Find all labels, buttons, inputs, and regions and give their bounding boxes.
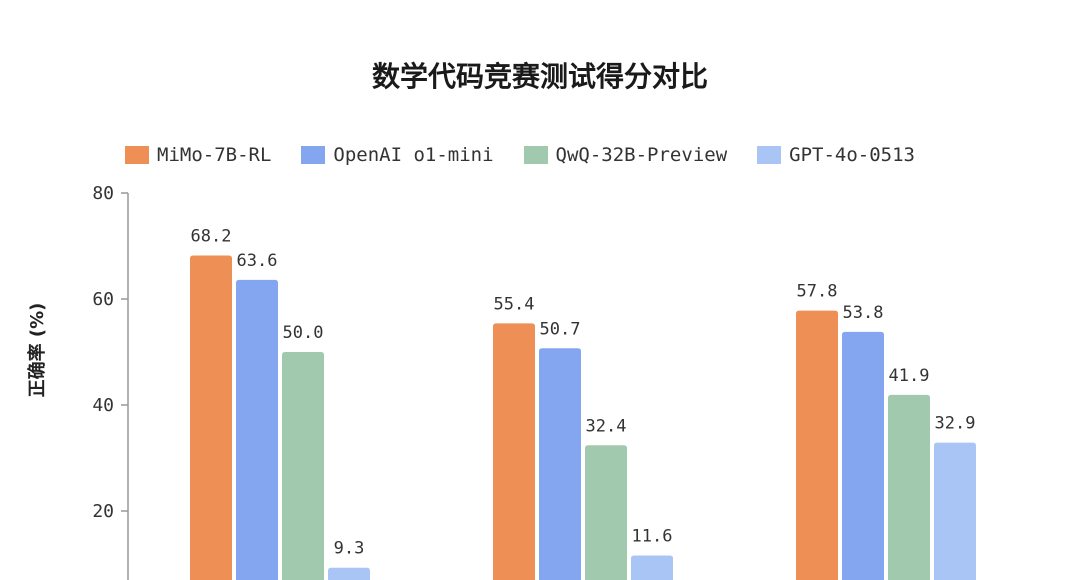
bar-value-label: 50.7 [540, 319, 581, 339]
bar-value-label: 55.4 [494, 294, 535, 314]
y-tick-label: 20 [92, 501, 114, 522]
bar-value-label: 32.4 [586, 416, 627, 436]
bar [493, 323, 535, 580]
legend-item-o1-mini[interactable]: OpenAI o1-mini [301, 144, 494, 166]
legend-item-mimo[interactable]: MiMo-7B-RL [125, 144, 271, 166]
legend-label: OpenAI o1-mini [333, 144, 494, 166]
bar-value-label: 41.9 [889, 366, 930, 386]
legend-label: GPT-4o-0513 [789, 144, 915, 166]
legend-item-qwq[interactable]: QwQ-32B-Preview [523, 144, 728, 166]
bar [539, 348, 581, 580]
bar [236, 279, 278, 580]
bar-value-label: 63.6 [237, 251, 278, 271]
y-tick-label: 40 [92, 395, 114, 416]
bar-value-label: 53.8 [843, 303, 884, 323]
bar [190, 255, 232, 580]
legend-swatch [757, 146, 782, 164]
bar [888, 394, 930, 580]
bar-value-label: 32.9 [935, 414, 976, 434]
legend-label: QwQ-32B-Preview [555, 144, 728, 166]
bar [585, 445, 627, 580]
legend: MiMo-7B-RL OpenAI o1-mini QwQ-32B-Previe… [0, 144, 1040, 166]
bar [842, 331, 884, 580]
bar [796, 310, 838, 580]
legend-label: MiMo-7B-RL [157, 144, 272, 166]
bar-value-label: 68.2 [191, 227, 232, 247]
bar [631, 555, 673, 580]
legend-swatch [523, 146, 548, 164]
bar-value-label: 50.0 [283, 323, 324, 343]
legend-swatch [125, 146, 149, 164]
bar [934, 442, 976, 580]
chart-title: 数学代码竞赛测试得分对比 [371, 60, 708, 93]
bar-value-label: 9.3 [334, 539, 365, 559]
bar [328, 567, 370, 580]
y-tick-label: 60 [92, 289, 114, 310]
y-tick-label: 80 [92, 183, 114, 204]
legend-item-gpt4o[interactable]: GPT-4o-0513 [757, 144, 915, 166]
legend-swatch [301, 146, 326, 164]
bar-value-label: 57.8 [797, 282, 838, 302]
bar-value-label: 11.6 [632, 527, 673, 547]
bar [282, 352, 324, 580]
